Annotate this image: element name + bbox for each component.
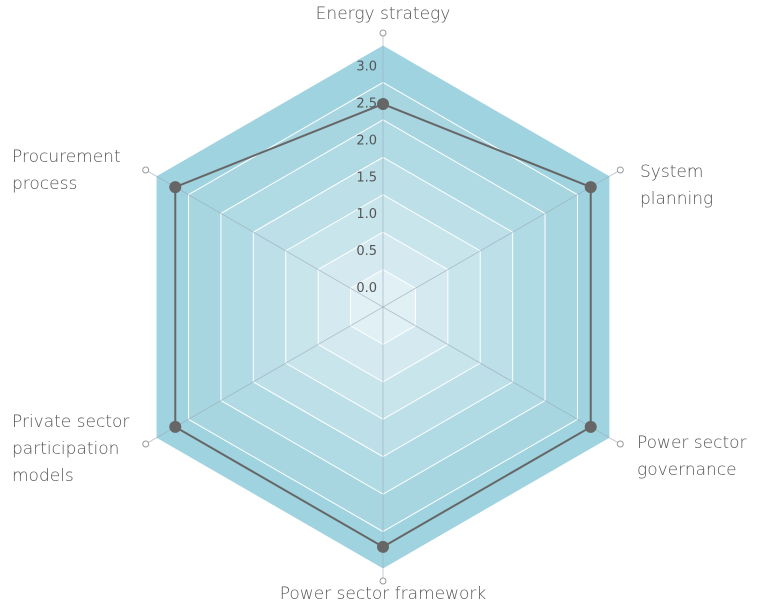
axis-end [616,440,624,448]
category-label: Procurement process [12,147,121,194]
axis-line [145,169,384,308]
r-tick-label: 1.5 [356,170,377,185]
r-tick-label: 2.0 [356,133,377,148]
axis-line [382,306,621,445]
axis-line [382,169,621,308]
category-label: Power sector governance [637,433,747,480]
r-tick-label: 3.0 [356,60,377,75]
category-label: System planning [640,162,713,209]
axis-line [145,306,384,445]
data-point [169,420,182,433]
category-label: Energy strategy [316,4,451,24]
axis-end [379,577,387,585]
axis-end [142,166,150,174]
axis-end [142,440,150,448]
r-tick-label: 0.5 [356,244,377,259]
data-point [377,98,389,111]
category-label: Power sector framework [280,584,487,604]
axis-end [616,166,624,174]
data-point [169,181,182,194]
data-point [584,420,597,433]
r-tick-label: 2.5 [356,97,377,112]
r-tick-label: 0.0 [356,281,377,296]
data-point [584,181,597,194]
r-tick-label: 1.0 [356,207,377,222]
data-point [377,540,389,553]
axis-end [379,29,387,37]
category-label: Private sector participation models [12,412,129,486]
